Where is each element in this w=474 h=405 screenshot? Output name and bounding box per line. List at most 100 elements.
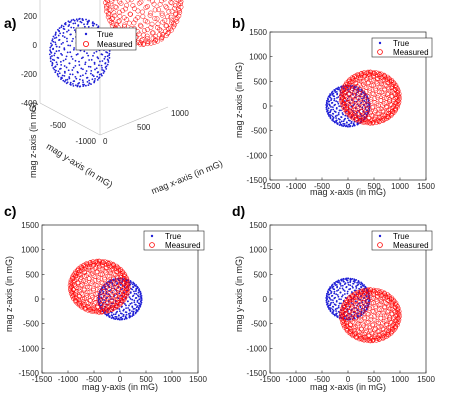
panel-a-true-point — [48, 53, 51, 56]
panel-a-true-point — [98, 73, 101, 76]
panel-b-true-point — [327, 114, 330, 117]
panel-d-measured-point — [359, 290, 364, 295]
panel-a-true-point — [93, 61, 96, 64]
panel-c-measured-point — [105, 278, 111, 284]
panel-a-true-point — [63, 70, 66, 73]
panel-d-measured-point — [367, 325, 372, 331]
panel-d-measured-point — [364, 311, 370, 317]
panel-c-true-point — [130, 282, 133, 284]
panel-a-measured-point — [162, 18, 168, 24]
panel-d: d) -1500 -1000 -500 0 500 1000 1500-1500-1000-… — [232, 203, 435, 392]
panel-d-measured-point — [359, 326, 365, 332]
panel-c-true-point — [134, 297, 137, 299]
panel-b-true-point — [334, 111, 337, 113]
panel-d-true-point — [335, 281, 337, 283]
panel-a-measured-point — [128, 0, 134, 3]
panel-d-measured-point — [364, 293, 370, 299]
panel-b-measured-point — [359, 109, 365, 114]
panel-c-true-point — [133, 301, 136, 304]
panel-a-axis-line — [99, 106, 169, 136]
panel-a-true-point — [108, 50, 111, 52]
panel-b-xtick-label: 1500 — [417, 182, 435, 191]
panel-d-measured-point — [347, 325, 353, 331]
panel-d-legend-measured-marker — [377, 242, 383, 248]
panel-b-measured-point — [374, 94, 380, 100]
panel-b-true-point — [346, 117, 349, 120]
panel-c-true-point — [135, 309, 138, 312]
panel-d-true-point — [332, 305, 335, 308]
panel-c-xtick-label: 0 — [118, 375, 123, 384]
panel-c-measured-point — [77, 294, 82, 299]
panel-a-measured-point — [177, 10, 183, 15]
panel-d-true-point — [352, 282, 355, 285]
panel-c-true-point — [114, 313, 117, 316]
panel-d-xtick-label: -1500 — [260, 375, 281, 384]
panel-a-true-point — [58, 38, 61, 41]
panel-c-xlabel: mag y-axis (in mG) — [82, 382, 158, 392]
panel-d-measured-point — [348, 322, 354, 328]
panel-c-measured-point — [98, 294, 104, 299]
panel-d-true-point — [340, 302, 342, 305]
panel-a-true-point — [51, 64, 53, 67]
panel-c-measured-point — [83, 306, 88, 312]
panel-a-measured-point — [178, 0, 184, 5]
panel-c-true-point — [131, 306, 134, 309]
panel-d-true-point — [333, 283, 336, 285]
panel-c-xtick-label: 1000 — [163, 375, 181, 384]
panel-a-true-point — [56, 56, 59, 59]
panel-c-measured-point — [109, 264, 114, 269]
panel-a-measured-point — [144, 33, 150, 39]
panel-a-measured-point — [122, 22, 127, 28]
panel-a-true-point — [85, 18, 87, 21]
panel-a-true-point — [107, 61, 110, 63]
panel-a-true-point — [63, 65, 66, 67]
panel-a-true-point — [69, 83, 72, 86]
panel-b-true-point — [337, 96, 340, 98]
panel-c-measured-point — [88, 298, 93, 303]
panel-c-measured-point — [88, 308, 94, 314]
panel-d-true-point — [342, 288, 345, 291]
panel-a-true-point — [78, 17, 81, 20]
panel-c-measured-point — [110, 284, 116, 289]
panel-d-true-point — [347, 283, 350, 286]
panel-a-true-point — [108, 54, 111, 57]
panel-a-true-point — [51, 55, 53, 57]
panel-d-measured-point — [362, 331, 367, 337]
panel-a-true-point — [66, 51, 69, 54]
panel-c-measured-point — [90, 309, 96, 314]
panel-c-measured-point — [108, 278, 114, 284]
panel-b-measured-point — [377, 89, 382, 95]
panel-a-true-point — [51, 39, 54, 42]
panel-a-true-point — [61, 35, 64, 37]
panel-a-true-point — [89, 72, 92, 75]
panel-b-measured-point — [366, 80, 371, 85]
panel-d-label: d) — [232, 203, 245, 219]
panel-c-true-point — [129, 297, 132, 300]
panel-b-true-point — [329, 117, 332, 120]
panel-c-legend-true: True — [165, 232, 182, 241]
panel-c-true-point — [127, 312, 130, 315]
panel-a-true-point — [76, 84, 79, 87]
panel-b-measured-point — [364, 107, 370, 112]
panel-a-true-point — [63, 48, 66, 51]
panel-d-true-point — [326, 292, 328, 295]
panel-a-measured-point — [153, 37, 158, 43]
panel-d-true-point — [352, 286, 354, 289]
panel-b-measured-point — [364, 102, 370, 108]
panel-d-true-point — [349, 278, 352, 281]
panel-b-measured-point — [356, 95, 361, 101]
panel-a-true-point — [75, 53, 78, 56]
panel-b-true-point — [335, 117, 337, 119]
panel-a-measured-point — [140, 37, 146, 42]
panel-b-measured-point — [390, 108, 396, 114]
panel-a-true-point — [58, 46, 61, 48]
panel-c-true-point — [108, 316, 111, 319]
panel-d-true-point — [338, 302, 341, 305]
panel-d-measured-point — [368, 292, 373, 298]
panel-a-true-point — [93, 52, 96, 54]
panel-a-measured-point — [104, 0, 109, 2]
panel-d-ytick-label: 500 — [254, 270, 268, 279]
panel-d-true-point — [336, 294, 339, 296]
panel-a-true-point — [89, 65, 92, 68]
panel-b-true-point — [326, 110, 328, 113]
